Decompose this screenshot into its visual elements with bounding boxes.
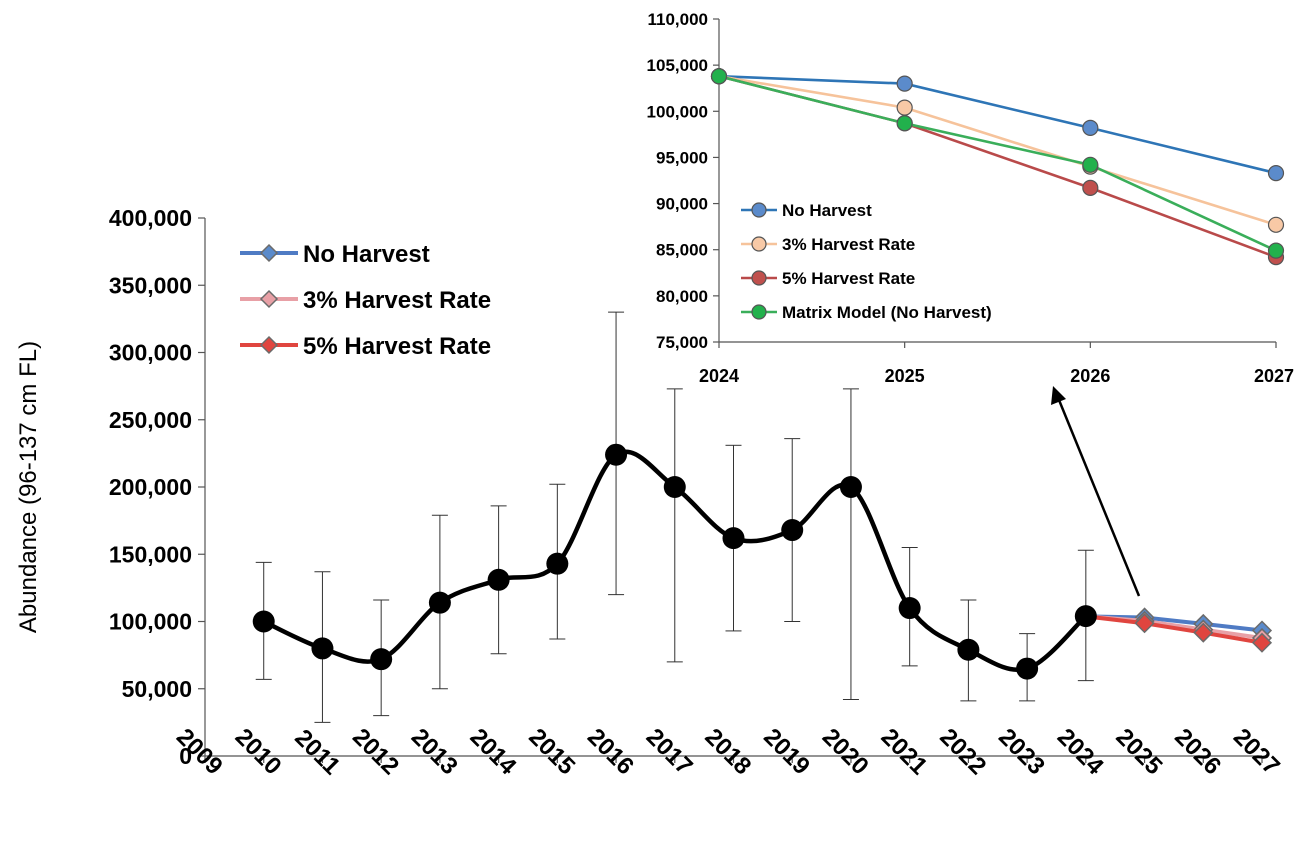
inset-y-tick-label: 105,000	[647, 56, 708, 75]
inset-series-line	[718, 74, 1277, 259]
x-tick-label: 2019	[758, 723, 815, 780]
observed-point	[1016, 657, 1039, 680]
x-tick-label: 2024	[1052, 723, 1109, 780]
x-tick-label: 2017	[641, 723, 698, 780]
inset-y-tick-label: 80,000	[656, 287, 708, 306]
inset-point	[896, 99, 913, 116]
x-tick-label: 2018	[700, 723, 757, 780]
x-tick-label: 2023	[993, 723, 1050, 780]
y-tick-label: 400,000	[109, 205, 192, 231]
x-tick-label: 2012	[347, 723, 404, 780]
legend-label: 3% Harvest Rate	[303, 287, 491, 314]
inset-legend-marker	[751, 270, 767, 286]
inset-legend-label: Matrix Model (No Harvest)	[782, 303, 992, 322]
legend-marker	[259, 289, 279, 309]
observed-point	[663, 476, 686, 498]
arrow-shaft	[1057, 399, 1141, 597]
arrow-head	[1051, 386, 1066, 405]
inset-y-tick-label: 90,000	[656, 195, 708, 214]
inset-x-tick-label: 2024	[699, 366, 739, 386]
inset-legend-marker	[751, 236, 767, 252]
observed-point	[839, 476, 862, 498]
observed-point	[1074, 605, 1097, 628]
inset-y-tick-label: 95,000	[656, 148, 708, 167]
x-tick-label: 2022	[934, 723, 991, 780]
inset-point	[1267, 242, 1285, 259]
inset-series-line	[718, 74, 1277, 227]
x-tick-label: 2011	[289, 724, 345, 780]
y-tick-label: 350,000	[109, 272, 192, 298]
y-axis-title: Abundance (96-137 cm FL)	[15, 341, 42, 633]
observed-point	[370, 648, 393, 671]
inset-series-line	[718, 74, 1277, 175]
inset-point	[1267, 216, 1285, 233]
x-tick-label: 2020	[817, 723, 874, 780]
observed-point	[898, 597, 921, 620]
pointer-arrow	[1051, 386, 1141, 597]
observed-point	[487, 568, 510, 591]
x-tick-label: 2027	[1228, 723, 1285, 780]
legend-marker	[259, 243, 279, 263]
observed-point	[605, 443, 628, 466]
inset-x-tick-label: 2026	[1070, 366, 1110, 386]
projection-marker	[1193, 622, 1214, 643]
x-tick-label: 2014	[465, 723, 522, 780]
inset-legend: No Harvest 3% Harvest Rate 5% Harvest Rate…	[741, 201, 992, 322]
projection-line	[1085, 614, 1263, 645]
projection-marker	[1134, 613, 1155, 634]
observed-point	[722, 527, 745, 550]
inset-series-line	[718, 74, 1277, 252]
inset-legend-marker	[751, 304, 767, 320]
inset-point	[1082, 119, 1099, 136]
legend-label: 5% Harvest Rate	[303, 333, 491, 360]
inset-point	[1082, 156, 1099, 173]
inset-y-tick-label: 85,000	[656, 241, 708, 260]
inset-point	[1267, 165, 1285, 182]
observed-point	[311, 637, 334, 660]
legend-label: No Harvest	[303, 241, 430, 268]
x-tick-label: 2016	[582, 723, 639, 780]
inset-legend-label: 5% Harvest Rate	[782, 269, 915, 288]
inset-point	[710, 68, 728, 85]
inset-point	[896, 115, 913, 132]
y-tick-label: 50,000	[122, 676, 192, 702]
x-tick-label: 2010	[230, 723, 287, 780]
observed-point	[781, 519, 804, 542]
legend-marker	[259, 335, 279, 355]
x-tick-label: 2025	[1111, 723, 1168, 780]
inset-y-tick-label: 100,000	[647, 102, 708, 121]
main-legend: No Harvest 3% Harvest Rate 5% Harvest Rate	[240, 241, 491, 360]
inset-point	[1082, 179, 1099, 196]
observed-point	[957, 638, 980, 661]
x-tick-label: 2026	[1169, 723, 1226, 780]
y-tick-label: 150,000	[109, 541, 192, 567]
projection-marker	[1251, 632, 1273, 653]
inset-x-tick-label: 2027	[1254, 366, 1294, 386]
observed-point	[428, 591, 451, 614]
inset-y-tick-label: 110,000	[647, 10, 708, 29]
inset-y-tick-label: 75,000	[656, 333, 708, 352]
x-tick-label: 2013	[406, 723, 463, 780]
x-tick-label: 2021	[876, 723, 933, 780]
inset-legend-marker	[751, 202, 767, 218]
y-tick-label: 200,000	[109, 474, 192, 500]
inset-legend-label: 3% Harvest Rate	[782, 235, 915, 254]
y-tick-label: 0	[179, 743, 192, 769]
main-chart: 0 50,000 100,000 150,000 200,000 250,000 300,0…	[15, 205, 1285, 781]
y-tick-label: 300,000	[109, 340, 192, 366]
inset-x-tick-label: 2025	[885, 366, 925, 386]
y-tick-label: 100,000	[109, 609, 192, 635]
y-tick-label: 250,000	[109, 407, 192, 433]
inset-point	[896, 75, 913, 92]
x-tick-label: 2015	[523, 723, 580, 780]
inset-legend-label: No Harvest	[782, 201, 872, 220]
observed-point	[252, 610, 275, 633]
observed-point	[546, 552, 569, 575]
inset-chart: 75,000 80,000 85,000 90,000 95,000 100,000 105…	[647, 10, 1294, 386]
